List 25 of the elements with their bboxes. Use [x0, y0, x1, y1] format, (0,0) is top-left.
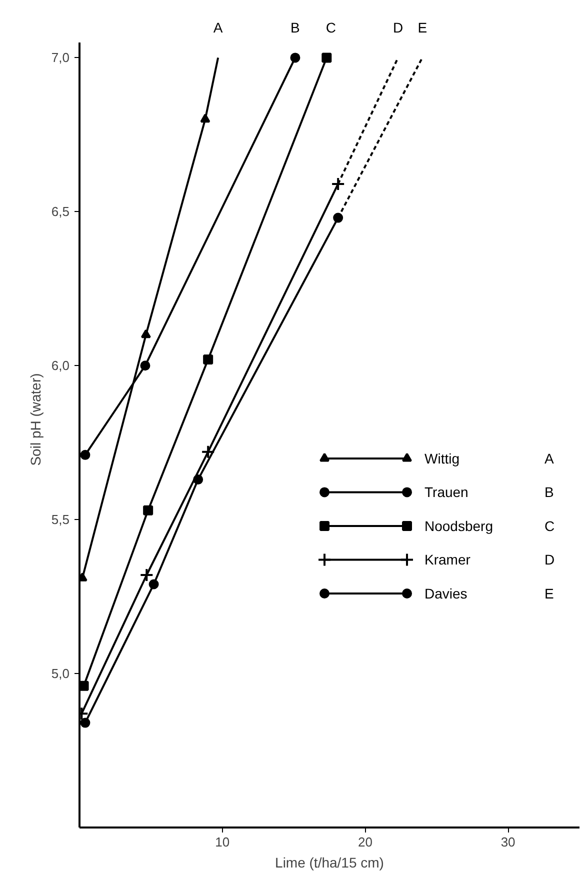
- text: C: [544, 518, 555, 534]
- text: A: [544, 450, 554, 466]
- y-tick-label: 6,0: [51, 358, 70, 374]
- legend-label: Trauen: [424, 484, 468, 500]
- legend-label: Davies: [424, 586, 468, 602]
- y-tick-label: 7,0: [51, 50, 70, 66]
- legend-label: Wittig: [424, 450, 460, 466]
- annotation: D: [393, 20, 404, 36]
- legend-label: Kramer: [424, 552, 471, 568]
- annotation: B: [290, 20, 300, 36]
- y-tick-label: 5,0: [51, 666, 70, 682]
- annotation: C: [326, 20, 336, 36]
- x-axis-title: Lime (t/ha/15 cm): [275, 854, 384, 870]
- y-tick-label: 5,5: [51, 512, 70, 528]
- text: B: [544, 484, 554, 500]
- x-tick-label: 10: [215, 834, 230, 850]
- text: D: [544, 552, 555, 568]
- annotation: A: [213, 20, 224, 36]
- x-tick-label: 30: [500, 834, 516, 850]
- text: E: [544, 586, 554, 602]
- annotation: E: [418, 20, 428, 36]
- y-axis-title: Soil pH (water): [27, 373, 44, 466]
- legend-label: Noodsberg: [424, 518, 493, 534]
- y-tick-label: 6,5: [51, 204, 70, 220]
- x-tick-label: 20: [358, 834, 372, 850]
